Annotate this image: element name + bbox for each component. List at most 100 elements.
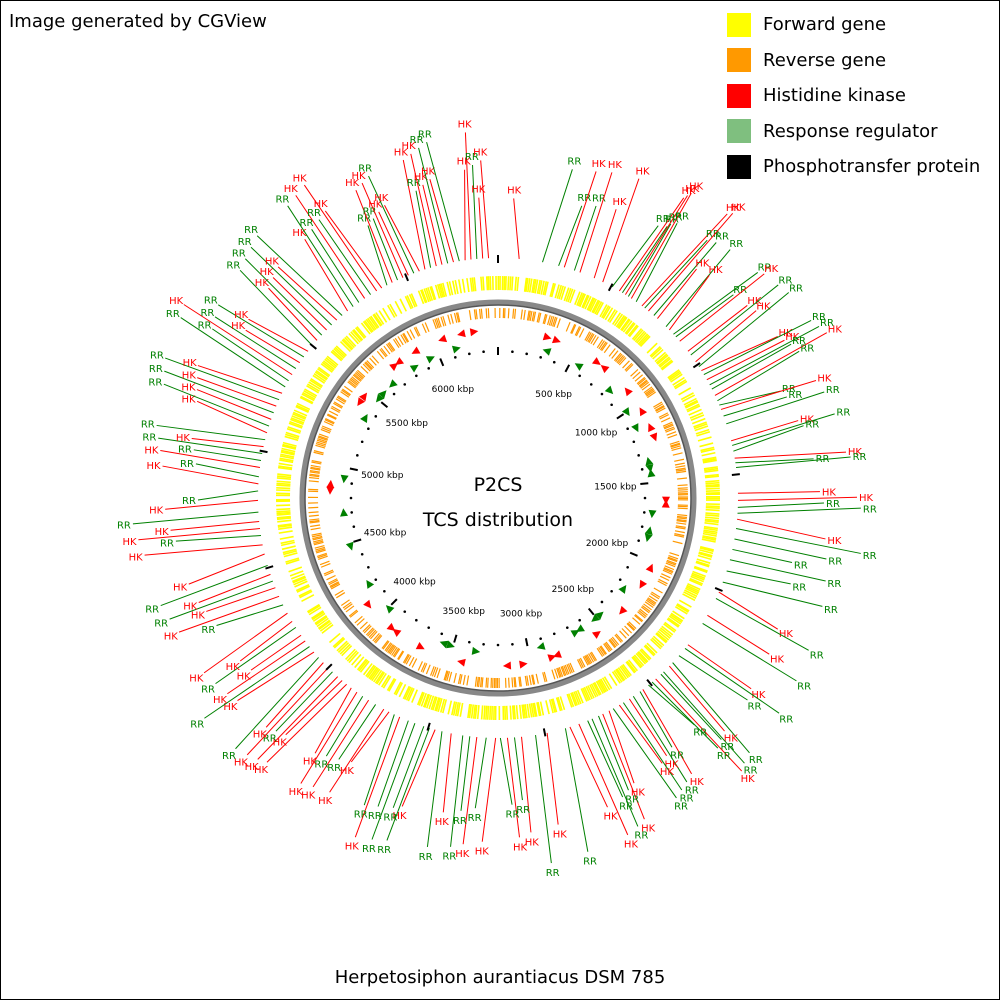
reverse-gene-mark — [670, 443, 681, 448]
ruler-minor-dot — [539, 356, 542, 359]
feature-callout-line — [311, 229, 360, 303]
forward-gene-mark — [566, 693, 573, 708]
forward-gene-mark — [354, 656, 365, 669]
feature-label: HK — [553, 829, 568, 840]
forward-gene-mark — [276, 515, 291, 519]
ruler-label: 3500 kbp — [443, 607, 486, 617]
reverse-gene-mark — [590, 334, 597, 345]
forward-gene-mark — [331, 349, 344, 361]
forward-gene-mark — [686, 584, 700, 593]
reverse-gene-mark — [457, 312, 461, 323]
rr-marker — [647, 468, 656, 478]
reverse-gene-mark — [432, 319, 437, 330]
reverse-gene-mark — [662, 569, 673, 575]
reverse-gene-mark — [309, 521, 320, 524]
forward-gene-mark — [282, 441, 297, 447]
forward-gene-mark — [649, 346, 661, 357]
reverse-gene-mark — [604, 642, 612, 652]
forward-gene-mark — [661, 360, 674, 371]
forward-gene-mark — [689, 577, 704, 585]
ruler-minor-dot — [350, 482, 354, 485]
forward-gene-mark — [430, 286, 437, 300]
feature-label: HK — [414, 172, 429, 183]
feature-label: HK — [265, 256, 280, 267]
forward-gene-mark — [702, 536, 717, 541]
forward-gene-mark — [676, 603, 690, 612]
reverse-gene-mark — [674, 530, 685, 534]
ruler-minor-dot — [600, 392, 604, 396]
forward-gene-mark — [345, 648, 356, 660]
forward-gene-mark — [389, 303, 398, 317]
reverse-gene-mark — [676, 522, 687, 525]
forward-gene-mark — [694, 565, 708, 572]
forward-gene-mark — [303, 390, 317, 399]
forward-gene-mark — [295, 584, 310, 592]
forward-gene-mark — [540, 280, 545, 295]
feature-label: HK — [747, 296, 762, 307]
reverse-gene-mark — [603, 344, 611, 354]
reverse-gene-mark — [582, 656, 589, 666]
forward-gene-mark — [695, 428, 710, 435]
ruler-minor-dot — [525, 352, 528, 356]
forward-gene-mark — [702, 458, 717, 463]
feature-label: RR — [465, 152, 479, 163]
reverse-gene-mark — [474, 676, 478, 687]
rr-marker — [645, 456, 654, 466]
feature-label: RR — [812, 312, 826, 323]
forward-gene-mark — [276, 480, 291, 484]
reverse-gene-mark — [311, 459, 322, 464]
feature-callout-line — [277, 266, 338, 321]
forward-gene-mark — [423, 288, 430, 303]
reverse-gene-mark — [397, 650, 404, 660]
reverse-gene-mark — [667, 557, 678, 563]
feature-callout-line — [481, 737, 497, 842]
reverse-gene-mark — [309, 470, 320, 473]
forward-gene-mark — [483, 705, 486, 720]
reverse-gene-mark — [611, 350, 619, 359]
reverse-gene-mark — [365, 627, 374, 636]
forward-gene-mark — [704, 475, 720, 479]
forward-gene-mark — [639, 649, 651, 661]
feature-callout-line — [506, 737, 520, 838]
reverse-gene-mark — [518, 676, 521, 687]
forward-gene-mark — [288, 422, 303, 429]
ruler-major-tick — [587, 607, 595, 616]
forward-gene-mark — [705, 512, 720, 515]
forward-gene-mark — [685, 587, 699, 596]
ruler-minor-dot — [440, 632, 444, 636]
forward-gene-mark — [621, 319, 631, 332]
reverse-gene-mark — [311, 461, 322, 465]
reverse-gene-mark — [565, 321, 571, 332]
reverse-gene-mark — [663, 568, 673, 574]
forward-gene-mark — [705, 506, 720, 509]
outer-tick — [542, 728, 547, 737]
reverse-gene-mark — [640, 606, 650, 614]
rr-marker — [591, 613, 600, 622]
forward-gene-mark — [319, 622, 333, 632]
forward-gene-mark — [439, 698, 446, 713]
legend-label: Response regulator — [763, 120, 938, 142]
forward-gene-mark — [627, 324, 638, 337]
forward-gene-mark — [276, 477, 291, 480]
feature-callout-line — [578, 723, 629, 836]
forward-gene-mark — [422, 693, 430, 708]
feature-callout-line — [732, 413, 835, 446]
feature-label: HK — [507, 185, 522, 196]
forward-gene-mark — [404, 295, 412, 310]
ruler-minor-dot — [415, 374, 418, 378]
feature-label: RR — [204, 296, 218, 307]
forward-gene-mark — [511, 276, 514, 291]
reverse-gene-mark — [647, 391, 657, 399]
reverse-gene-mark — [457, 673, 462, 684]
forward-gene-mark — [507, 276, 510, 291]
feature-label: HK — [724, 733, 739, 744]
ruler-minor-dot — [374, 415, 378, 418]
feature-callout-line — [627, 223, 672, 297]
forward-gene-mark — [705, 508, 720, 512]
feature-callout-line — [648, 684, 695, 726]
reverse-gene-mark — [578, 658, 584, 668]
reverse-gene-mark — [585, 332, 592, 342]
forward-gene-mark — [299, 396, 313, 405]
